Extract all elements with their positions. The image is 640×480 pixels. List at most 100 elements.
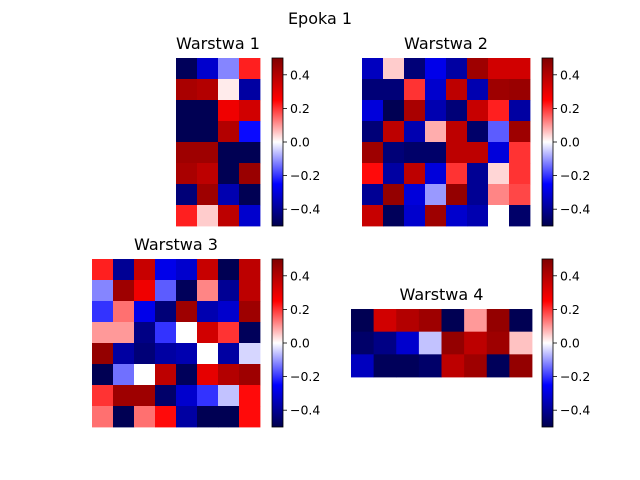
heatmap-cell: [92, 322, 114, 344]
colorbar: [541, 258, 554, 428]
heatmap-cell: [239, 259, 261, 281]
heatmap-cell: [467, 121, 489, 143]
heatmap-cell: [197, 280, 219, 302]
heatmap-cell: [446, 79, 468, 101]
heatmap-cell: [467, 58, 489, 80]
heatmap-cell: [176, 100, 198, 122]
heatmap-cell: [197, 301, 219, 323]
panel-title: Warstwa 2: [404, 34, 488, 53]
heatmap-cell: [488, 205, 510, 227]
heatmap-cell: [509, 205, 531, 227]
heatmap-panel-2: Warstwa 2 0.4 0.2 0.0 −0.2 −0.4: [362, 34, 590, 227]
heatmap-cell: [92, 259, 114, 281]
heatmap-cell: [509, 121, 531, 143]
panel-title: Warstwa 1: [176, 34, 260, 53]
heatmap-cell: [113, 259, 135, 281]
heatmap-cell: [404, 121, 426, 143]
heatmap-cell: [239, 79, 261, 101]
heatmap-cell: [383, 58, 405, 80]
heatmap-cell: [418, 331, 442, 355]
heatmap-cell: [176, 301, 198, 323]
heatmap-cell: [155, 385, 177, 407]
heatmap-cell: [239, 205, 261, 227]
heatmap-cell: [176, 280, 198, 302]
heatmap-cell: [404, 184, 426, 206]
colorbar-tick-label: −0.2: [290, 369, 320, 384]
heatmap-cell: [239, 343, 261, 365]
heatmap-cell: [134, 301, 156, 323]
heatmap-panel-3: Warstwa 3 0.4 0.2 0.0 −0.2 −0.4: [92, 235, 320, 428]
heatmap-cell: [176, 205, 198, 227]
colorbar-tick-label: 0.0: [560, 336, 580, 351]
heatmap-cell: [404, 142, 426, 164]
heatmap-cell: [396, 331, 420, 355]
heatmap-cell: [488, 121, 510, 143]
heatmap-cell: [197, 184, 219, 206]
heatmap-cell: [464, 331, 488, 355]
heatmap-cell: [404, 100, 426, 122]
heatmap-cell: [362, 100, 384, 122]
heatmap-cell: [418, 309, 442, 333]
colorbar-tick-label: 0.4: [560, 268, 580, 283]
heatmap-cell: [176, 163, 198, 185]
colorbar: [271, 57, 284, 227]
heatmap-cell: [239, 364, 261, 386]
heatmap-cell: [404, 79, 426, 101]
panel-title: Warstwa 4: [400, 285, 484, 304]
heatmap-cell: [218, 385, 240, 407]
heatmap-cell: [425, 163, 447, 185]
heatmap-cell: [92, 385, 114, 407]
heatmap-cell: [383, 79, 405, 101]
heatmap-cell: [197, 163, 219, 185]
heatmap-cell: [239, 100, 261, 122]
heatmap-cell: [446, 205, 468, 227]
heatmap-cell: [113, 406, 135, 428]
heatmap-cell: [218, 79, 240, 101]
heatmap-cell: [197, 142, 219, 164]
heatmap-cell: [218, 100, 240, 122]
heatmap-cell: [239, 58, 261, 80]
heatmap-cell: [486, 354, 510, 378]
heatmap-cell: [176, 406, 198, 428]
heatmap-cell: [113, 301, 135, 323]
heatmap-cell: [418, 354, 442, 378]
heatmap-cell: [383, 121, 405, 143]
heatmap-cell: [155, 364, 177, 386]
heatmap-cell: [446, 100, 468, 122]
heatmap-cell: [509, 58, 531, 80]
heatmap-cell: [446, 163, 468, 185]
heatmap-cell: [197, 121, 219, 143]
heatmap-cell: [176, 58, 198, 80]
heatmap-cell: [446, 121, 468, 143]
heatmap-cell: [197, 343, 219, 365]
heatmap-cell: [373, 331, 397, 355]
heatmap-cell: [176, 364, 198, 386]
heatmap-cell: [155, 343, 177, 365]
heatmap-cell: [113, 385, 135, 407]
heatmap-cell: [134, 406, 156, 428]
heatmap-cell: [155, 259, 177, 281]
heatmap-cell: [509, 354, 533, 378]
heatmap-cell: [425, 205, 447, 227]
figure-title: Epoka 1: [288, 9, 352, 28]
heatmap-cell: [218, 364, 240, 386]
heatmap-cell: [113, 364, 135, 386]
colorbar-tick-label: −0.4: [560, 403, 590, 418]
heatmap-cell: [509, 331, 533, 355]
heatmap-cell: [464, 354, 488, 378]
heatmap-cell: [509, 142, 531, 164]
heatmap-cell: [218, 343, 240, 365]
heatmap-cell: [396, 309, 420, 333]
heatmap-cell: [362, 121, 384, 143]
heatmap-cell: [239, 301, 261, 323]
colorbar-tick-label: 0.2: [290, 302, 310, 317]
colorbar-tick-label: 0.2: [560, 302, 580, 317]
heatmap-cell: [218, 322, 240, 344]
heatmap-panel-4: Warstwa 4 0.4 0.2 0.0 −0.2 −0.4: [351, 258, 590, 428]
heatmap-cell: [113, 343, 135, 365]
heatmap-cell: [218, 184, 240, 206]
colorbar-tick-label: 0.4: [560, 67, 580, 82]
heatmap-cell: [239, 322, 261, 344]
heatmap-cell: [373, 354, 397, 378]
